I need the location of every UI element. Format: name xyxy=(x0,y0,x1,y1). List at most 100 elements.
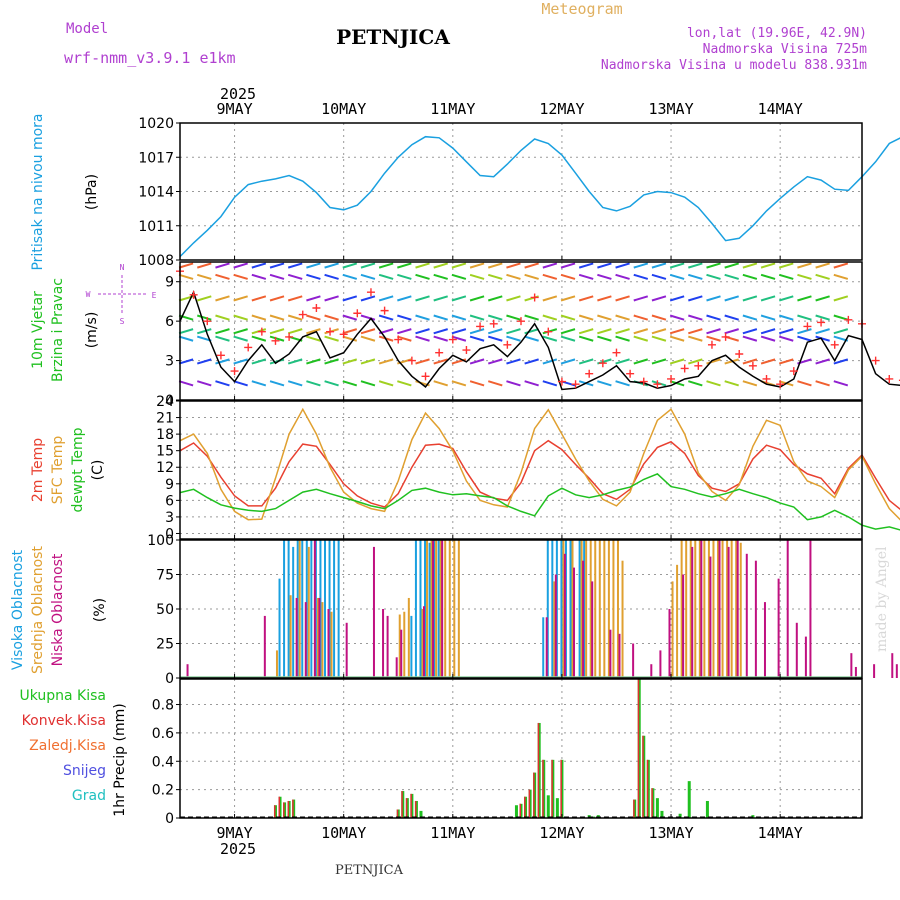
wind-arrow xyxy=(578,314,594,321)
wind-arrow xyxy=(633,273,649,280)
panel-wind: 0 3 6 9 xyxy=(165,261,900,409)
wind-arrow xyxy=(215,328,230,335)
wind-arrow xyxy=(397,328,412,335)
wind-arrow xyxy=(433,314,448,321)
y-tick-label: 0 xyxy=(165,671,174,687)
wind-arrow xyxy=(378,314,394,321)
wind-arrow xyxy=(287,273,303,280)
wind-arrow xyxy=(378,262,394,269)
wind-arrow xyxy=(833,262,849,269)
wind-arrow xyxy=(615,380,630,387)
wind-arrow xyxy=(669,273,685,280)
wind-arrow xyxy=(487,314,503,321)
wind-arrow xyxy=(669,262,685,269)
wind-gust-marker xyxy=(871,356,880,365)
top-date-label: 9MAY xyxy=(216,100,252,118)
wind-gust-marker xyxy=(230,367,239,376)
wind-arrow xyxy=(469,380,485,387)
cloud-high-axis-title: Visoka Oblacnost xyxy=(10,549,26,670)
y-tick-label: 50 xyxy=(156,602,174,618)
cloud-high-bar xyxy=(287,540,290,678)
y-tick-label: 12 xyxy=(156,460,174,476)
wind-arrow xyxy=(524,273,539,280)
wind-arrow xyxy=(324,273,339,280)
cloud-low-bar xyxy=(422,606,425,678)
wind-arrow xyxy=(688,328,703,335)
wind-arrow xyxy=(597,314,612,321)
panel-frame xyxy=(179,539,863,679)
cloud-low-bar xyxy=(873,664,876,678)
cloud-mid-bar xyxy=(616,540,619,678)
wind-arrow xyxy=(487,335,503,342)
wind-arrow xyxy=(451,273,467,280)
wind-arrow xyxy=(797,273,812,280)
wind-gust-marker xyxy=(735,350,744,358)
wind-arrow xyxy=(724,262,739,269)
precip-convective-bar xyxy=(292,799,294,818)
precip-convective-bar xyxy=(401,791,403,818)
wind-arrow xyxy=(287,358,303,365)
wind-arrow xyxy=(524,380,539,387)
wind-arrow xyxy=(688,262,703,269)
cloud-mid-bar xyxy=(589,540,592,678)
wind-gust-marker xyxy=(366,288,375,297)
cloud-low-bar xyxy=(382,609,385,678)
cloud-mid-bar xyxy=(680,540,683,678)
wind-arrow xyxy=(360,314,376,321)
t2m-line xyxy=(179,439,900,511)
wind-arrow xyxy=(797,262,812,269)
cloud-mid-bar xyxy=(330,611,333,678)
wind-arrow xyxy=(415,358,430,365)
wind-arrow xyxy=(506,335,521,342)
wind-arrow xyxy=(706,358,721,365)
wind-arrow xyxy=(560,295,576,302)
wind-arrow xyxy=(433,335,448,342)
cloud-high-bar xyxy=(428,542,431,678)
wind-arrow xyxy=(778,273,794,280)
precip-convective-bar xyxy=(537,722,540,818)
t2m-axis-title: 2m Temp xyxy=(30,438,46,502)
wind-arrow xyxy=(797,335,812,342)
wind-gust-marker xyxy=(653,380,662,389)
wind-arrow xyxy=(306,328,321,335)
cloud-low-bar xyxy=(313,540,316,678)
station-altitude: Nadmorska Visina 725m xyxy=(703,42,868,57)
top-date-label: 11MAY xyxy=(430,100,475,118)
wind-arrow xyxy=(688,295,703,302)
wind-arrow xyxy=(378,380,394,387)
cloud-high-bar xyxy=(319,540,322,678)
wind-arrow xyxy=(487,295,503,302)
wind-arrow xyxy=(742,358,758,365)
cloud-low-bar xyxy=(809,540,812,678)
wind-arrow xyxy=(324,262,339,269)
wind-arrow xyxy=(306,295,321,302)
wind-arrow xyxy=(324,335,339,342)
wind-arrow xyxy=(742,314,758,321)
wind-arrow xyxy=(706,295,721,302)
cloud-low-bar xyxy=(386,615,389,678)
cloud-mid-bar xyxy=(275,650,278,678)
wind-arrow xyxy=(669,295,685,302)
wind-arrow xyxy=(742,295,758,302)
y-tick-label: 9 xyxy=(165,477,174,493)
wind-arrow xyxy=(342,358,358,365)
cloud-low-bar xyxy=(727,546,730,678)
bottom-date-labels: 9MAY 10MAY 11MAY 12MAY 13MAY 14MAY xyxy=(216,824,802,842)
wind-arrow xyxy=(651,314,667,321)
wind-arrow xyxy=(287,295,303,302)
wind-arrow xyxy=(215,358,230,365)
y-tick-label: 0 xyxy=(165,526,174,542)
precip-convective-bar xyxy=(551,759,553,818)
sfc-temp-line xyxy=(179,407,900,521)
wind-arrow xyxy=(615,273,630,280)
y-tick-label: 0.2 xyxy=(152,783,174,799)
wind-arrow xyxy=(560,328,576,335)
wind-arrow xyxy=(669,314,685,321)
wind-arrow xyxy=(196,314,212,321)
panel-precipitation: 0 0.2 0.4 0.6 0.8 xyxy=(152,678,863,827)
panel-frame xyxy=(179,261,863,401)
wind-arrow xyxy=(378,358,394,365)
cloud-low-bar xyxy=(563,553,566,678)
wind-arrow xyxy=(688,335,703,342)
wind-unit-label: (m/s) xyxy=(84,312,100,349)
